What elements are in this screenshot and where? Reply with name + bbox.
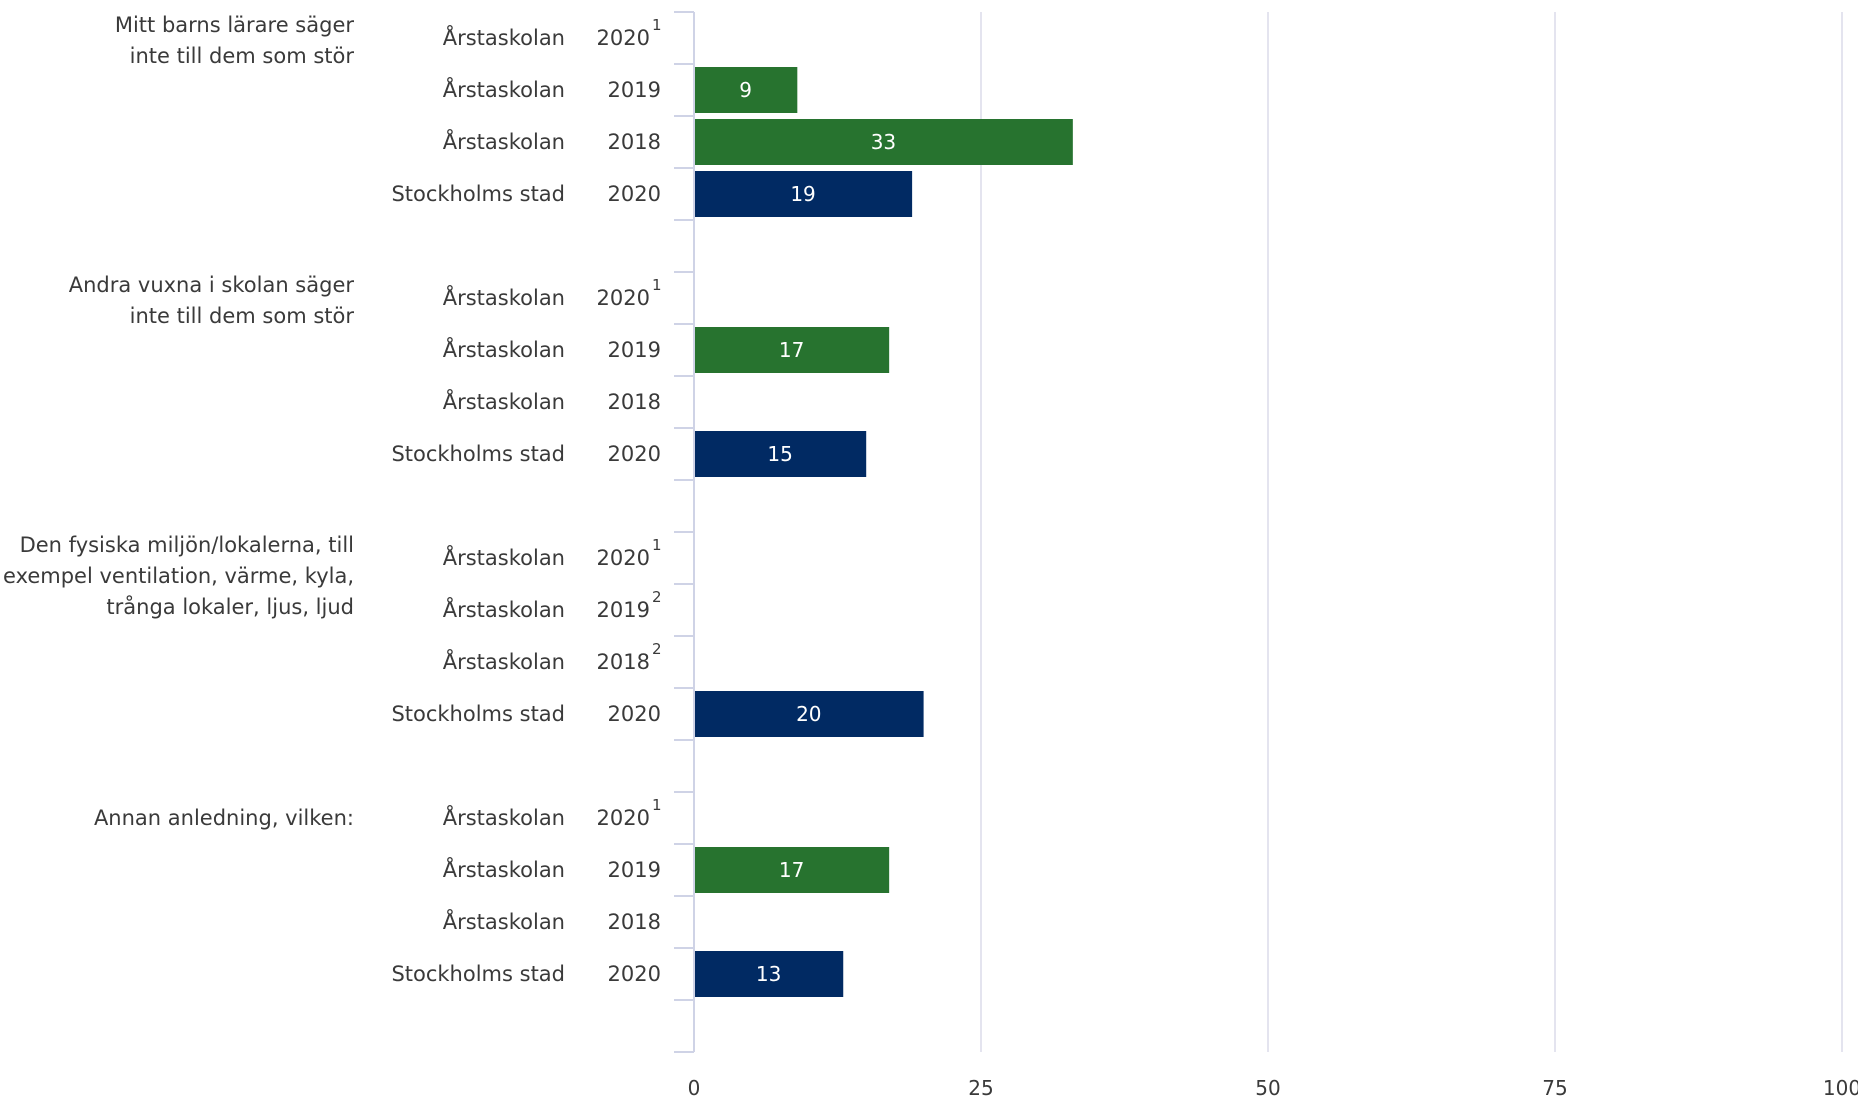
- bar-value-label: 17: [779, 858, 804, 882]
- row-unit-label: Årstaskolan: [443, 76, 565, 102]
- row-footnote-marker: 1: [652, 276, 662, 294]
- group-label: Andra vuxna i skolan säger: [69, 273, 355, 297]
- group-label: inte till dem som stör: [130, 304, 355, 328]
- bar-value-label: 33: [871, 130, 896, 154]
- x-tick-label: 75: [1542, 1076, 1567, 1098]
- group-label: Annan anledning, vilken:: [94, 806, 354, 830]
- row-year-label: 2020: [597, 286, 650, 310]
- row-year-label: 2019: [608, 858, 661, 882]
- row-year-label: 2019: [608, 338, 661, 362]
- bar-value-label: 17: [779, 338, 804, 362]
- row-footnote-marker: 1: [652, 796, 662, 814]
- row-year-label: 2018: [608, 390, 661, 414]
- bar: [695, 691, 924, 737]
- x-tick-label: 50: [1255, 1076, 1280, 1098]
- bar: [695, 431, 867, 477]
- row-unit-label: Årstaskolan: [443, 596, 565, 622]
- row-year-label: 2019: [608, 78, 661, 102]
- row-unit-label: Årstaskolan: [443, 24, 565, 50]
- group-label: Mitt barns lärare säger: [115, 13, 355, 37]
- row-year-label: 2020: [608, 702, 661, 726]
- bar-value-label: 13: [756, 962, 781, 986]
- row-unit-label: Stockholms stad: [391, 702, 565, 726]
- row-footnote-marker: 1: [652, 16, 662, 34]
- group-label: Den fysiska miljön/lokalerna, till: [20, 533, 354, 557]
- row-year-label: 2018: [597, 650, 650, 674]
- bar-value-label: 20: [796, 702, 821, 726]
- group-label: exempel ventilation, värme, kyla,: [3, 564, 354, 588]
- row-unit-label: Årstaskolan: [443, 388, 565, 414]
- row-year-label: 2020: [597, 546, 650, 570]
- bar: [695, 951, 844, 997]
- group-label: inte till dem som stör: [130, 44, 355, 68]
- bar: [695, 119, 1073, 165]
- row-year-label: 2020: [608, 182, 661, 206]
- row-unit-label: Årstaskolan: [443, 648, 565, 674]
- bar-value-label: 19: [790, 182, 815, 206]
- x-tick-label: 100: [1823, 1076, 1858, 1098]
- row-year-label: 2018: [608, 910, 661, 934]
- bar: [695, 171, 913, 217]
- row-year-label: 2020: [608, 442, 661, 466]
- row-unit-label: Stockholms stad: [391, 182, 565, 206]
- bar-value-label: 9: [739, 78, 752, 102]
- bar-value-label: 15: [767, 442, 792, 466]
- row-unit-label: Årstaskolan: [443, 544, 565, 570]
- row-unit-label: Årstaskolan: [443, 908, 565, 934]
- row-unit-label: Årstaskolan: [443, 336, 565, 362]
- bar: [695, 847, 890, 893]
- row-unit-label: Årstaskolan: [443, 804, 565, 830]
- row-year-label: 2019: [597, 598, 650, 622]
- row-footnote-marker: 2: [652, 588, 662, 606]
- x-tick-label: 25: [968, 1076, 993, 1098]
- row-year-label: 2020: [597, 806, 650, 830]
- group-label: trånga lokaler, ljus, ljud: [106, 594, 354, 619]
- row-footnote-marker: 2: [652, 640, 662, 658]
- row-year-label: 2020: [608, 962, 661, 986]
- row-unit-label: Årstaskolan: [443, 128, 565, 154]
- row-unit-label: Årstaskolan: [443, 284, 565, 310]
- bar: [695, 327, 890, 373]
- row-unit-label: Stockholms stad: [391, 442, 565, 466]
- row-unit-label: Stockholms stad: [391, 962, 565, 986]
- row-unit-label: Årstaskolan: [443, 856, 565, 882]
- row-year-label: 2018: [608, 130, 661, 154]
- bar: [695, 67, 798, 113]
- x-tick-label: 0: [688, 1076, 701, 1098]
- row-year-label: 2020: [597, 26, 650, 50]
- row-footnote-marker: 1: [652, 536, 662, 554]
